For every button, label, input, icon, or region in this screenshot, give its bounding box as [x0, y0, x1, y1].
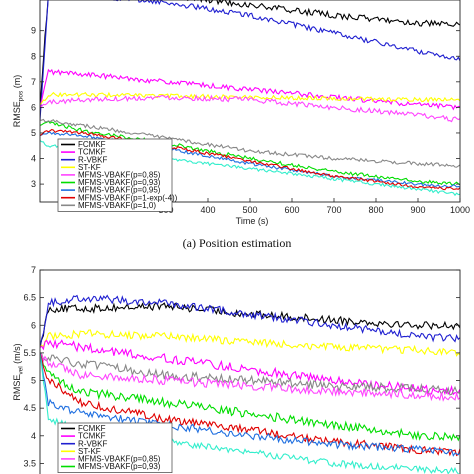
series-line-st-kf [40, 91, 460, 106]
legend-label-st-kf: ST-KF [78, 447, 101, 456]
series-line-fcmkf [40, 301, 460, 348]
x-tick-label: 400 [200, 205, 215, 215]
series-line-mfms-vbakf-p-0-93 [40, 120, 460, 186]
series-line-mfms-vbakf-p-1-exp-4 [40, 128, 460, 191]
legend-label-mfms-vbakf-p-1-exp-4: MFMS-VBAKF(p=1-exp(-4)) [78, 193, 178, 202]
y-tick-label: 6 [31, 102, 36, 112]
x-tick-label: 800 [368, 205, 383, 215]
legend-box [57, 422, 173, 473]
y-tick-label: 6.5 [23, 293, 36, 303]
legend-label-mfms-vbakf-p-0-85: MFMS-VBAKF(p=0,85) [78, 455, 161, 464]
y-tick-label: 8 [31, 51, 36, 61]
series-line-mfms-vbakf-p-1-exp-4 [40, 352, 460, 457]
legend-label-mfms-vbakf-p-1-0: MFMS-VBAKF(p=1,0) [78, 201, 156, 210]
y-tick-label: 3 [31, 179, 36, 189]
y-tick-label: 6 [31, 320, 36, 330]
legend-label-r-vbkf: R-VBKF [78, 439, 107, 448]
series-line-mfms-vbakf-p-1-0 [40, 118, 460, 168]
series-line-tcmkf [40, 68, 460, 111]
x-tick-label: 1000 [450, 205, 470, 215]
y-tick-label: 4 [31, 431, 36, 441]
x-axis-label: Time (s) [236, 216, 269, 226]
velocity-chart-panel: 3.5 4 4.5 5 5.5 6 6.5 7 RMSEvel (m/s) FCMKFTCMKFR… [12, 265, 461, 474]
legend-label-mfms-vbakf-p-0-95: MFMS-VBAKF(p=0,95) [78, 186, 161, 195]
y-tick-label: 3.5 [23, 458, 36, 468]
y-tick-label: 7 [31, 77, 36, 87]
y-axis-label: RMSEvel (m/s) [12, 343, 25, 400]
legend-label-mfms-vbakf-p-0-93: MFMS-VBAKF(p=0,93) [78, 462, 161, 471]
y-tick-label: 5 [31, 128, 36, 138]
legend-label-fcmkf: FCMKF [78, 424, 106, 433]
y-tick-label: 4.5 [23, 403, 36, 413]
position-caption: (a) Position estimation [183, 236, 292, 250]
y-tick-label: 7 [31, 265, 36, 275]
series-group [40, 294, 460, 474]
legend-label-r-vbkf: R-VBKF [78, 155, 107, 164]
plot-frame [39, 269, 461, 474]
legend-box [57, 138, 173, 212]
y-tick-label: 5.5 [23, 348, 36, 358]
legend: FCMKFTCMKFR-VBKFST-KFMFMS-VBAKF(p=0,85)M… [57, 422, 173, 473]
legend-label-mfms-vbakf-p-0-85: MFMS-VBAKF(p=0,85) [78, 171, 161, 180]
position-chart-panel: 34567893004005006007008009001000Time (s)… [12, 0, 470, 226]
x-tick-label: 700 [326, 205, 341, 215]
series-line-fcmkf [40, 0, 460, 108]
y-tick-label: 5 [31, 376, 36, 386]
legend-label-tcmkf: TCMKF [78, 148, 106, 157]
legend: FCMKFTCMKFR-VBKFST-KFMFMS-VBAKF(p=0,85)M… [57, 138, 178, 212]
legend-label-st-kf: ST-KF [78, 163, 101, 172]
y-tick-label: 4 [31, 154, 36, 164]
series-line-mfms-vbakf-p-0-95 [40, 352, 460, 457]
x-tick-label: 500 [242, 205, 257, 215]
series-line-mfms-vbakf-p-0-85 [40, 94, 460, 123]
x-tick-label: 900 [410, 205, 425, 215]
legend-label-tcmkf: TCMKF [78, 432, 106, 441]
y-tick-label: 9 [31, 26, 36, 36]
series-line-st-kf [40, 329, 460, 357]
legend-label-mfms-vbakf-p-0-93: MFMS-VBAKF(p=0,93) [78, 178, 161, 187]
legend-label-fcmkf: FCMKF [78, 140, 106, 149]
series-line-tcmkf [40, 338, 460, 396]
series-line-mfms-vbakf-p-1-0 [40, 352, 460, 396]
x-tick-label: 600 [284, 205, 299, 215]
series-line-r-vbkf [40, 0, 460, 121]
series-line-mfms-vbakf-p-0-93 [40, 352, 460, 442]
y-axis-label: RMSEpos (m) [12, 75, 25, 128]
series-line-r-vbkf [40, 294, 460, 348]
series-line-mfms-vbakf-p-0-85 [40, 352, 460, 402]
